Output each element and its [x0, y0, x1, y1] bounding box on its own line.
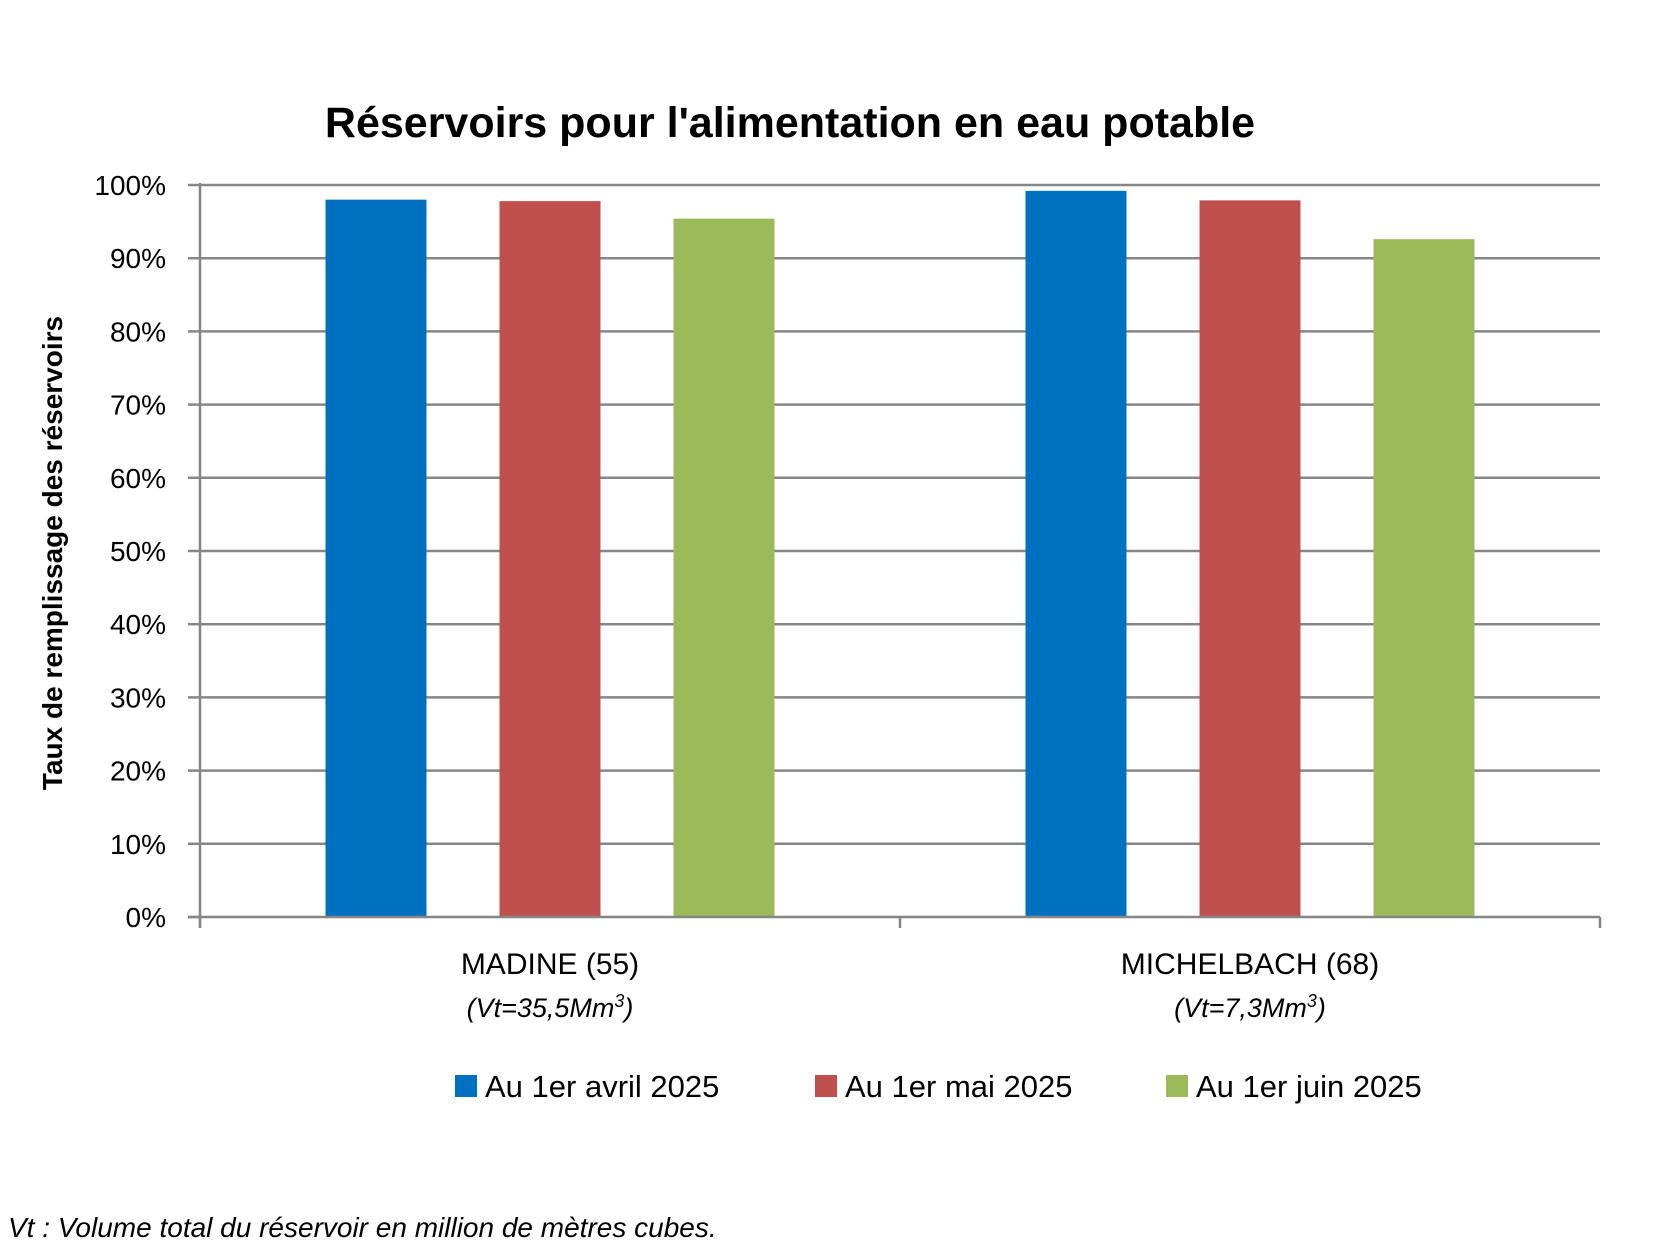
category-label: MADINE (55) — [461, 948, 639, 981]
bars — [325, 190, 1475, 918]
category-volume-label: (Vt=7,3Mm3) — [1174, 991, 1326, 1023]
y-axis-label: Taux de remplissage des réservoirs — [37, 316, 68, 790]
y-tick-label: 80% — [110, 316, 166, 347]
bar — [1373, 239, 1475, 918]
legend: Au 1er avril 2025 Au 1er mai 2025 Au 1er j… — [455, 1069, 1422, 1104]
y-tick-label: 30% — [110, 682, 166, 713]
bar — [1025, 190, 1127, 917]
legend-swatch — [455, 1075, 477, 1097]
axes — [188, 183, 1602, 928]
y-tick-label: 0% — [126, 902, 166, 933]
chart-title: Réservoirs pour l'alimentation en eau po… — [325, 99, 1255, 147]
category-volume-label: (Vt=35,5Mm3) — [467, 991, 634, 1023]
y-tick-label: 90% — [110, 243, 166, 274]
bar — [673, 218, 775, 917]
legend-swatch — [1166, 1075, 1188, 1097]
legend-label: Au 1er mai 2025 — [845, 1069, 1072, 1104]
legend-label: Au 1er avril 2025 — [485, 1069, 719, 1104]
y-tick-label: 20% — [110, 756, 166, 787]
y-tick-label: 70% — [110, 390, 166, 421]
y-tick-label: 100% — [94, 170, 166, 201]
category-label: MICHELBACH (68) — [1121, 948, 1379, 981]
y-tick-label: 40% — [110, 609, 166, 640]
footnote: Vt : Volume total du réservoir en millio… — [8, 1212, 717, 1243]
gridlines — [188, 183, 1600, 919]
legend-label: Au 1er juin 2025 — [1196, 1069, 1422, 1104]
legend-swatch — [815, 1075, 837, 1097]
y-axis-ticks: 0% 10% 20% 30% 40% 50% 60% 70% 80% 90% 100% — [94, 170, 166, 933]
y-tick-label: 50% — [110, 536, 166, 567]
bar — [325, 199, 427, 917]
bar — [499, 201, 601, 917]
y-tick-label: 10% — [110, 829, 166, 860]
y-tick-label: 60% — [110, 463, 166, 494]
bar — [1199, 200, 1301, 917]
x-axis-categories: MADINE (55) (Vt=35,5Mm3) MICHELBACH (68) (V… — [461, 948, 1379, 1023]
